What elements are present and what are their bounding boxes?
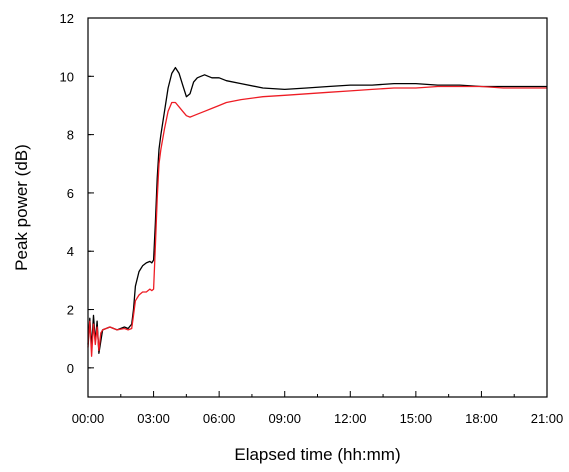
series-line-2 bbox=[87, 85, 547, 357]
x-tick-label: 21:00 bbox=[531, 411, 564, 426]
y-tick-label: 6 bbox=[67, 186, 74, 201]
x-tick-label: 00:00 bbox=[72, 411, 105, 426]
x-tick-label: 12:00 bbox=[334, 411, 367, 426]
x-tick-label: 18:00 bbox=[465, 411, 498, 426]
series-layer bbox=[87, 66, 547, 357]
ticks-layer: 00:00 03:00 06:00 09:00 12:00 15:00 18:00 21:00… bbox=[60, 11, 564, 426]
x-tick-label: 03:00 bbox=[137, 411, 170, 426]
y-tick-label: 8 bbox=[67, 128, 74, 143]
y-tick-label: 12 bbox=[60, 11, 74, 26]
x-tick-label: 09:00 bbox=[268, 411, 301, 426]
x-tick-label: 06:00 bbox=[203, 411, 236, 426]
y-tick-label: 4 bbox=[67, 244, 74, 259]
x-tick-label: 15:00 bbox=[400, 411, 433, 426]
y-axis-title: Peak power (dB) bbox=[12, 144, 31, 271]
x-axis-title: Elapsed time (hh:mm) bbox=[234, 445, 400, 464]
y-tick-label: 10 bbox=[60, 69, 74, 84]
y-tick-label: 2 bbox=[67, 303, 74, 318]
y-tick-label: 0 bbox=[67, 361, 74, 376]
